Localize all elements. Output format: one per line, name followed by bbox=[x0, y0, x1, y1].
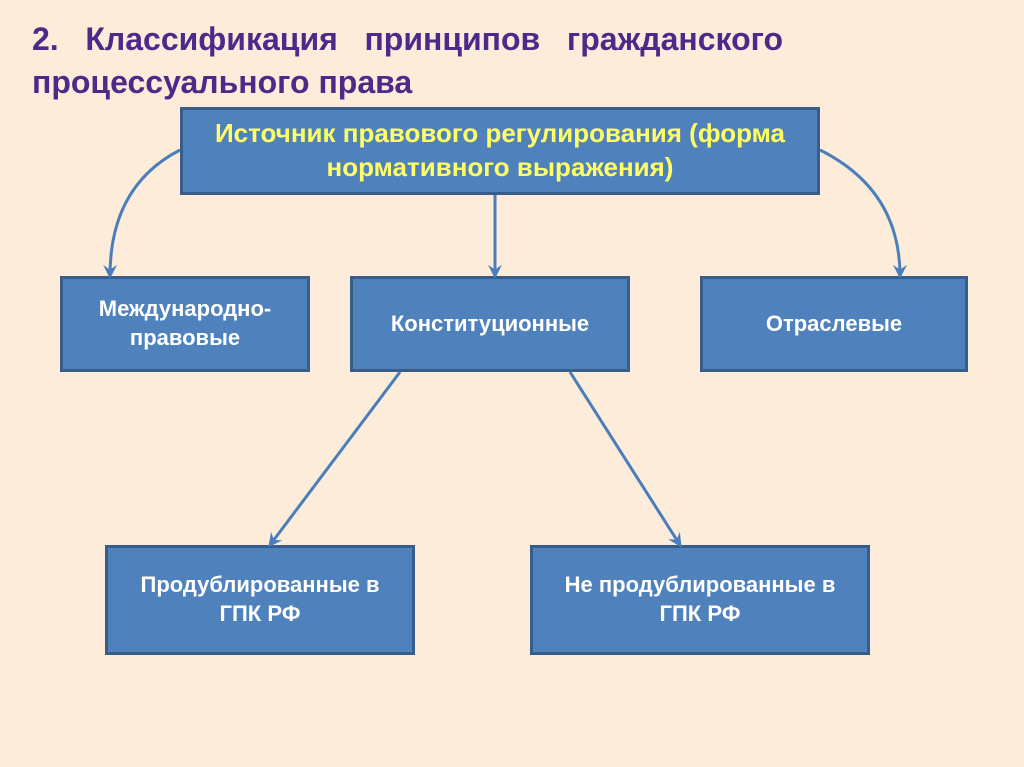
box-root-label: Источник правового регулирования (форма … bbox=[195, 117, 805, 185]
box-dup-label: Продублированные в ГПК РФ bbox=[120, 571, 400, 628]
box-const-label: Конституционные bbox=[391, 310, 589, 339]
box-root: Источник правового регулирования (форма … bbox=[180, 107, 820, 195]
box-not-duplicated: Не продублированные в ГПК РФ bbox=[530, 545, 870, 655]
box-intl-label: Международно-правовые bbox=[75, 295, 295, 352]
box-sectoral: Отраслевые bbox=[700, 276, 968, 372]
box-sector-label: Отраслевые bbox=[766, 310, 902, 339]
box-nodup-label: Не продублированные в ГПК РФ bbox=[545, 571, 855, 628]
box-international: Международно-правовые bbox=[60, 276, 310, 372]
box-duplicated: Продублированные в ГПК РФ bbox=[105, 545, 415, 655]
slide-title: 2. Классификация принципов гражданского … bbox=[32, 18, 1002, 104]
box-constitutional: Конституционные bbox=[350, 276, 630, 372]
